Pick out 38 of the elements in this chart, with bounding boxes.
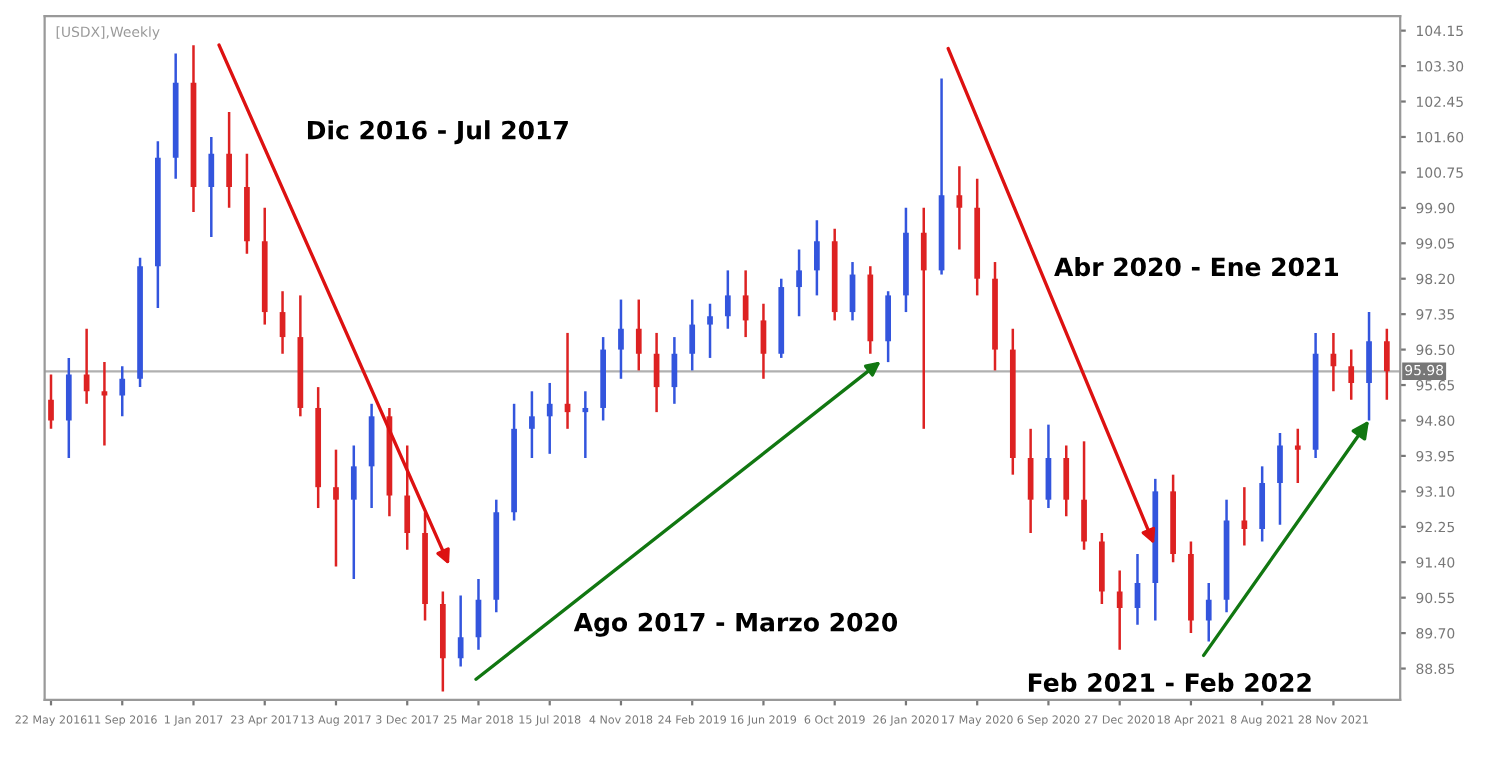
candlestick bbox=[1366, 310, 1372, 422]
candlestick bbox=[457, 594, 464, 668]
candlestick bbox=[546, 381, 553, 456]
candlestick bbox=[48, 373, 54, 431]
candlestick bbox=[635, 298, 642, 372]
candlestick bbox=[1205, 581, 1212, 643]
candlestick bbox=[582, 390, 589, 460]
candlestick bbox=[350, 444, 357, 581]
candlestick bbox=[333, 448, 339, 568]
candlestick bbox=[1348, 348, 1355, 401]
candlestick bbox=[1259, 465, 1266, 543]
candlestick bbox=[885, 289, 891, 364]
candlestick bbox=[618, 298, 624, 381]
candlestick bbox=[689, 298, 696, 372]
candlestick bbox=[1116, 569, 1123, 652]
candlestick bbox=[1081, 440, 1087, 551]
candlestick bbox=[1241, 485, 1248, 547]
candlestick bbox=[404, 444, 411, 551]
candlestick bbox=[796, 248, 802, 318]
candlestick bbox=[1063, 444, 1070, 518]
candlestick bbox=[814, 219, 820, 297]
candlestick bbox=[529, 390, 535, 460]
candlestick bbox=[208, 135, 215, 239]
annotation: Dic 2016 - Jul 2017 bbox=[307, 120, 568, 145]
candlestick bbox=[1277, 431, 1283, 526]
candlestick bbox=[65, 356, 72, 460]
candlestick bbox=[1383, 327, 1390, 401]
candlestick bbox=[742, 269, 749, 339]
annotation: Feb 2021 - Feb 2022 bbox=[1028, 672, 1311, 693]
candlestick bbox=[707, 302, 713, 360]
candlestick bbox=[119, 365, 126, 418]
candlestick bbox=[956, 164, 963, 251]
annotation: Abr 2020 - Ene 2021 bbox=[1054, 256, 1339, 277]
annotation: Ago 2017 - Marzo 2020 bbox=[573, 612, 898, 637]
candlestick bbox=[920, 206, 927, 431]
candlestick bbox=[1294, 427, 1301, 485]
candlestick bbox=[226, 110, 232, 210]
candlestick bbox=[724, 269, 731, 330]
